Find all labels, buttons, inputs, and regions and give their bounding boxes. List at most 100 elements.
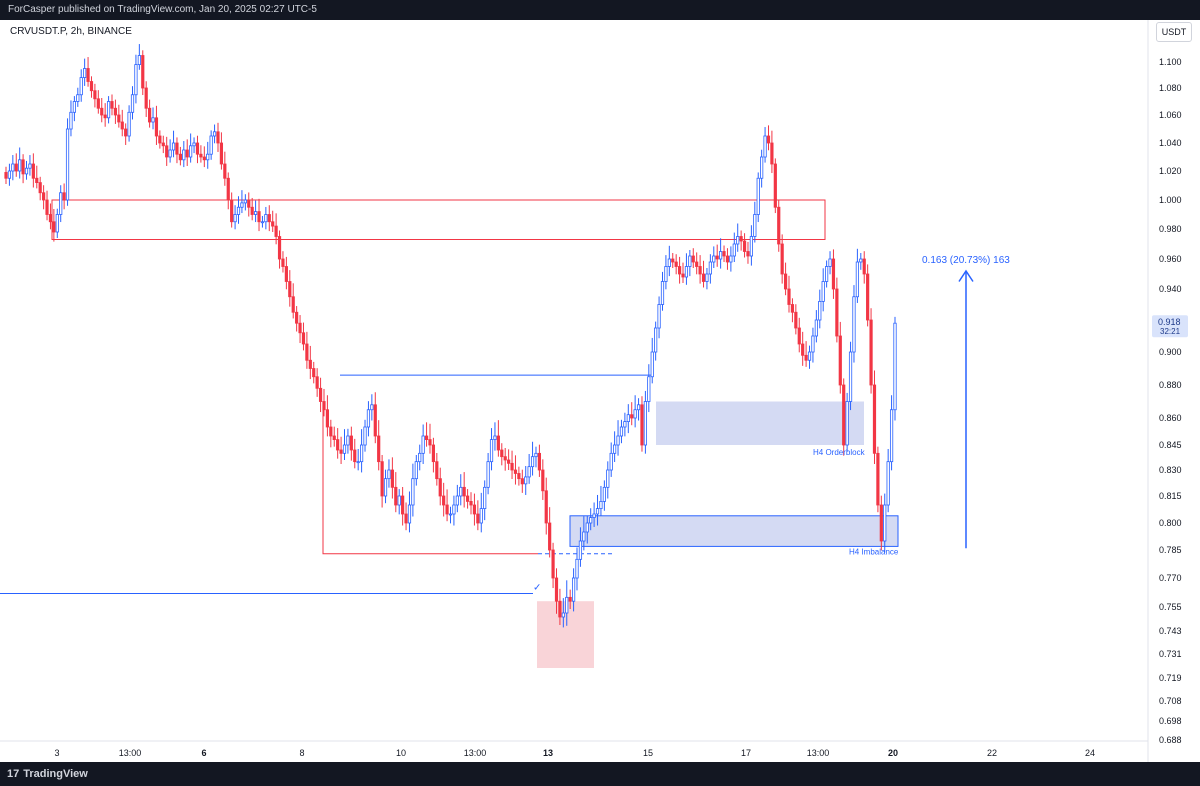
candle	[527, 454, 531, 484]
candle-body	[414, 461, 418, 480]
candle	[534, 446, 538, 468]
candle-body	[76, 94, 80, 102]
candle-body	[301, 332, 306, 345]
symbol-title[interactable]: CRVUSDT.P, 2h, BINANCE	[10, 26, 132, 37]
candle	[667, 245, 671, 277]
candle	[866, 264, 870, 327]
candle-body	[106, 101, 111, 119]
candle	[746, 241, 750, 264]
candle	[592, 502, 596, 527]
candle-body	[55, 214, 59, 233]
time-tick-label: 6	[201, 748, 206, 758]
candle-body	[281, 258, 285, 267]
candle	[595, 494, 600, 526]
candle-body	[599, 500, 603, 509]
countdown-label: 32:21	[1160, 327, 1181, 336]
price-tick-label: 0.785	[1159, 545, 1182, 555]
candle-body	[831, 258, 836, 290]
tradingview-logo[interactable]: 17 TradingView	[7, 768, 88, 780]
candle-body	[226, 177, 230, 201]
candle	[18, 147, 22, 179]
candle-body	[479, 508, 483, 524]
candle	[212, 124, 217, 144]
candle	[684, 253, 689, 285]
measure-arrow-head-icon	[958, 269, 974, 282]
candle	[124, 123, 128, 145]
candle	[739, 230, 743, 251]
candle-body	[534, 452, 538, 458]
candle	[732, 232, 736, 262]
candle	[363, 419, 367, 452]
candle	[688, 250, 692, 277]
candle	[763, 127, 767, 163]
candle	[777, 199, 781, 252]
candle-body	[783, 273, 788, 290]
candle	[606, 461, 610, 499]
candle	[55, 208, 59, 238]
candle	[264, 206, 268, 230]
candle-body	[315, 376, 319, 389]
candle-body	[585, 522, 589, 533]
publish-banner: ForCasper published on TradingView.com, …	[0, 0, 1200, 20]
candle-body	[746, 251, 750, 257]
candle	[589, 508, 593, 531]
chart-frame[interactable]	[0, 20, 1200, 762]
candle-body	[695, 261, 699, 267]
candle-body	[674, 261, 678, 267]
price-tick-label: 0.845	[1159, 440, 1182, 450]
candle	[469, 492, 473, 515]
candle	[421, 424, 425, 464]
candle-body	[195, 142, 200, 155]
candle-body	[469, 500, 473, 506]
currency-button[interactable]: USDT	[1156, 22, 1192, 42]
candle-body	[465, 495, 470, 502]
candle-body	[476, 513, 480, 524]
candle-body	[175, 142, 179, 155]
candle	[199, 145, 203, 163]
candle-body	[298, 322, 302, 334]
candle-body	[507, 459, 511, 464]
candle-body	[886, 461, 890, 506]
price-tick-label: 0.960	[1159, 254, 1182, 264]
candle-body	[828, 258, 832, 267]
candle-body	[120, 121, 124, 130]
candle	[332, 426, 336, 447]
candle-body	[247, 199, 251, 208]
candle	[842, 378, 846, 456]
candle	[192, 137, 196, 154]
candle	[175, 137, 179, 164]
candle	[349, 426, 353, 461]
candle-body	[712, 255, 716, 263]
candle-body	[575, 558, 579, 579]
candle-body	[100, 107, 104, 116]
candle-body	[688, 255, 692, 267]
candle	[260, 215, 265, 228]
candle-body	[72, 101, 76, 113]
candle-body	[452, 504, 456, 515]
candle-body	[530, 456, 535, 468]
candle-body	[582, 531, 586, 542]
candle-body	[62, 192, 66, 201]
candle-body	[777, 206, 781, 245]
candle-body	[346, 435, 350, 446]
candle-body	[654, 327, 658, 353]
candle	[233, 205, 237, 230]
candle-body	[848, 351, 853, 402]
candle	[862, 251, 866, 284]
candle-body	[233, 214, 237, 223]
candle-body	[202, 156, 206, 161]
candle-body	[736, 236, 740, 245]
candle-body	[568, 596, 572, 602]
candle	[377, 420, 381, 471]
price-tick-label: 1.060	[1159, 110, 1182, 120]
candle-body	[766, 135, 771, 144]
candle	[151, 107, 155, 130]
h4-imbalance-box	[569, 515, 899, 547]
candle-body	[640, 404, 644, 446]
candle	[770, 130, 774, 174]
candle	[411, 463, 415, 517]
candle-body	[732, 243, 736, 257]
candle	[872, 370, 877, 464]
candle	[575, 547, 579, 591]
